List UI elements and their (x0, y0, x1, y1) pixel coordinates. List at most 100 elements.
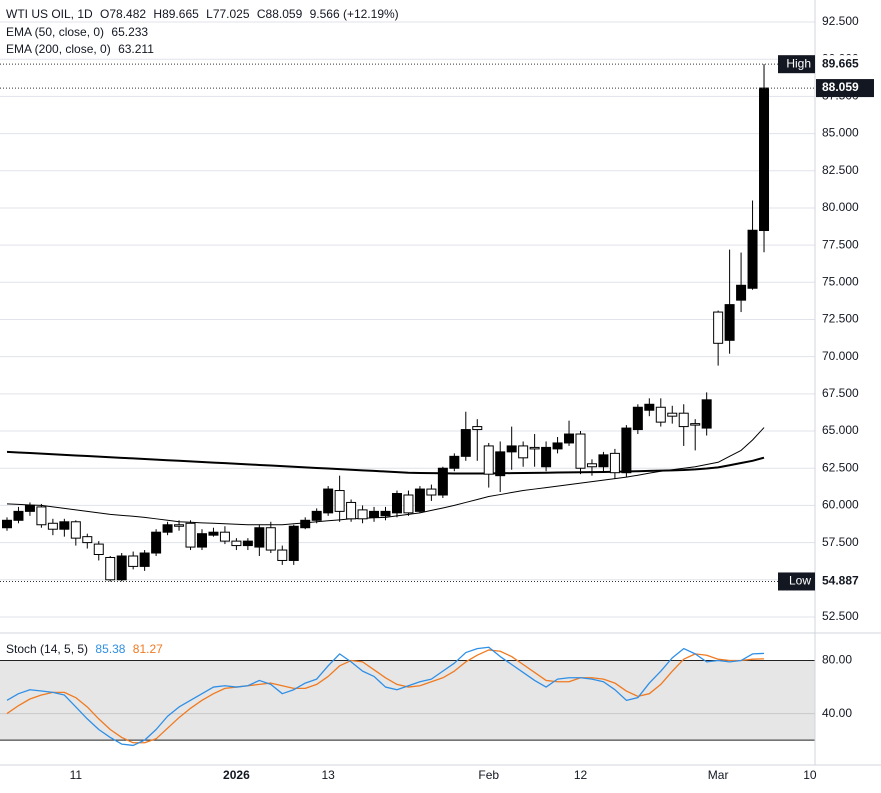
x-tick-label: 12 (574, 768, 588, 782)
symbol-title: WTI US OIL, 1D (6, 7, 93, 21)
tag-label: High (786, 56, 811, 70)
candle-body (747, 229, 758, 289)
candle-body (598, 454, 609, 468)
legend-ema200: EMA (200, close, 0) 63.211 (6, 42, 158, 56)
candle-body (495, 451, 506, 477)
ohlc-open: O78.482 (100, 7, 147, 21)
x-tick-label: 2026 (223, 768, 250, 782)
candle-body (139, 552, 150, 567)
candle-body (196, 533, 207, 548)
stoch-k-value: 85.38 (95, 642, 126, 656)
candle-body (564, 433, 575, 444)
y-tick-label: 92.500 (822, 14, 859, 28)
candle-body (518, 445, 529, 459)
legend-ema50: EMA (50, close, 0) 65.233 (6, 25, 153, 39)
x-tick-label: Feb (478, 768, 499, 782)
y-tick-label: 85.000 (822, 126, 859, 140)
price-box (816, 572, 874, 591)
candle-body (621, 427, 632, 474)
candle-body (151, 531, 162, 554)
y-tick-label: 62.500 (822, 460, 859, 474)
tag-box (778, 55, 815, 74)
stoch-line (6, 646, 765, 747)
candle-body (449, 455, 460, 469)
candle-body (2, 519, 12, 529)
ohlc-close: C88.059 (256, 7, 303, 21)
candle-body (185, 522, 196, 548)
candle-body (632, 406, 643, 431)
candle-body (380, 510, 391, 517)
x-tick-label: 13 (321, 768, 335, 782)
price-label: 54.887 (822, 574, 859, 588)
candle-body (162, 524, 173, 533)
candle-body (265, 527, 276, 551)
candle-body (472, 426, 483, 431)
candle-body (70, 521, 81, 539)
candle-body (541, 446, 552, 468)
y-tick-label: 70.000 (822, 349, 859, 363)
candle-body (300, 519, 311, 529)
candle-body (483, 445, 494, 475)
candle-body (288, 525, 299, 561)
candle-body (82, 536, 93, 544)
candle-body (323, 488, 334, 514)
candle-body (59, 521, 70, 530)
candle-body (105, 556, 116, 581)
candle-body (678, 412, 689, 428)
y-tick-label: 82.500 (822, 163, 859, 177)
stoch-d-value: 81.27 (132, 642, 163, 656)
candle-body (713, 311, 724, 344)
candle-body (254, 527, 265, 548)
candle-body (116, 555, 127, 581)
ohlc-change: 9.566 (+12.19%) (309, 7, 399, 21)
candle-body (575, 433, 586, 469)
candle-body (460, 429, 471, 457)
legend-main: WTI US OIL, 1D O78.482 H89.665 L77.025 C… (6, 7, 403, 21)
candle-body (346, 501, 357, 520)
ema-value: 63.211 (118, 42, 154, 56)
candle-body (701, 399, 712, 429)
y-tick-label: 65.000 (822, 423, 859, 437)
candle-body (403, 494, 414, 514)
candle-body (128, 555, 139, 567)
candle-body (242, 540, 253, 547)
tag-label: Low (789, 574, 811, 588)
stoch-name: Stoch (14, 5, 5) (6, 642, 89, 656)
candle-body (414, 488, 425, 512)
tag-box (778, 572, 815, 591)
candle-body (529, 446, 540, 450)
candle-body (391, 493, 402, 514)
candle-body (334, 490, 345, 512)
y-tick-label: 80.000 (822, 200, 859, 214)
candle-body (93, 543, 104, 556)
ema-value: 65.233 (111, 25, 149, 39)
price-label: 88.059 (822, 80, 859, 94)
candle-body (667, 412, 678, 417)
x-tick-label: Mar (708, 768, 729, 782)
candle-body (231, 540, 242, 547)
stoch-line (6, 649, 765, 744)
candle-body (174, 524, 185, 527)
candle-body (655, 406, 666, 423)
candle-body (736, 284, 747, 301)
candle-body (552, 442, 563, 450)
candle-body (644, 403, 655, 411)
y-tick-label: 52.500 (822, 609, 859, 623)
candle-body (759, 87, 770, 232)
ema-name: EMA (50, close, 0) (6, 25, 105, 39)
ema-name: EMA (200, close, 0) (6, 42, 111, 56)
y-tick-label: 75.000 (822, 274, 859, 288)
ema-line (6, 450, 765, 475)
y-tick-label: 80.00 (822, 653, 852, 667)
x-tick-label: 10 (803, 768, 817, 782)
candle-body (311, 510, 322, 521)
price-box (816, 55, 874, 74)
candle-body (369, 510, 380, 518)
candle-body (609, 452, 620, 474)
legend-stoch: Stoch (14, 5, 5) 85.38 81.27 (6, 642, 167, 656)
candle-body (47, 522, 58, 530)
candle-body (277, 549, 288, 561)
candle-body (586, 463, 597, 468)
y-tick-label: 72.500 (822, 312, 859, 326)
